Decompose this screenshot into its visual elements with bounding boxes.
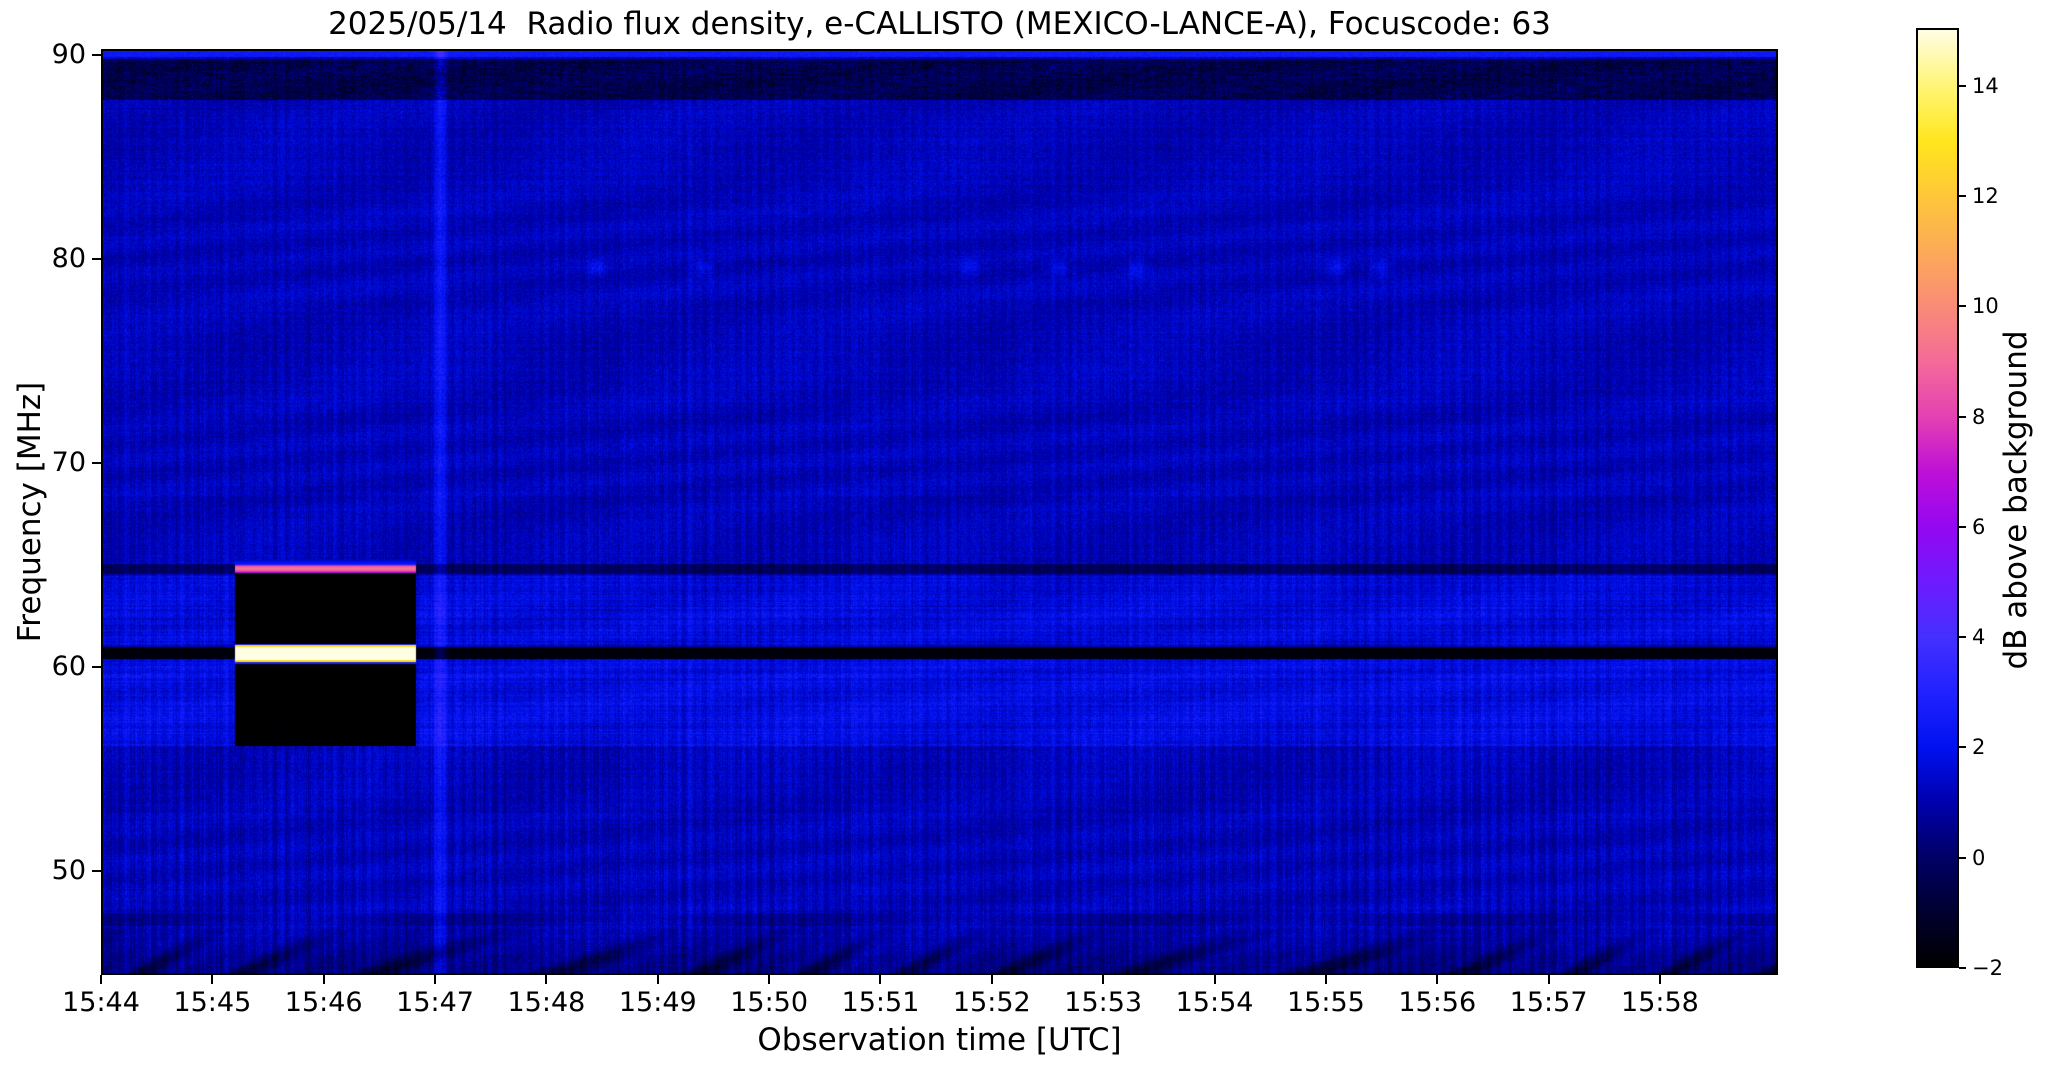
x-tick-mark bbox=[1436, 975, 1439, 984]
colorbar bbox=[1916, 28, 1959, 968]
x-tick-label: 15:46 bbox=[284, 987, 363, 1018]
y-tick-mark bbox=[92, 462, 101, 465]
colorbar-tick-label: 14 bbox=[1972, 73, 1999, 98]
x-tick-mark bbox=[434, 975, 437, 984]
x-tick-mark bbox=[322, 975, 325, 984]
x-tick-mark bbox=[990, 975, 993, 984]
colorbar-tick-mark bbox=[1959, 967, 1966, 969]
y-axis-label: Frequency [MHz] bbox=[12, 381, 48, 643]
colorbar-tick-mark bbox=[1959, 525, 1966, 528]
x-tick-mark bbox=[211, 975, 214, 984]
y-tick-label: 80 bbox=[51, 243, 86, 275]
x-tick-mark bbox=[1658, 975, 1661, 984]
x-tick-mark bbox=[100, 975, 102, 984]
x-tick-mark bbox=[545, 975, 548, 984]
x-tick-mark bbox=[1102, 975, 1105, 984]
colorbar-tick-label: 0 bbox=[1972, 845, 1986, 870]
colorbar-tick-mark bbox=[1959, 305, 1966, 308]
colorbar-tick-label: 12 bbox=[1972, 184, 1999, 209]
x-tick-mark bbox=[1547, 975, 1550, 984]
colorbar-tick-label: −2 bbox=[1972, 956, 2003, 980]
x-tick-label: 15:49 bbox=[618, 987, 697, 1018]
colorbar-tick-label: 4 bbox=[1972, 625, 1986, 650]
chart-title: 2025/05/14 Radio flux density, e-CALLIST… bbox=[328, 6, 1551, 42]
spectrogram-canvas bbox=[103, 51, 1776, 973]
x-tick-label: 15:45 bbox=[173, 987, 252, 1018]
y-tick-mark bbox=[92, 666, 101, 668]
x-tick-label: 15:48 bbox=[507, 987, 586, 1018]
y-tick-mark bbox=[92, 54, 101, 57]
x-tick-label: 15:54 bbox=[1175, 987, 1254, 1018]
y-tick-mark bbox=[92, 258, 101, 261]
colorbar-tick-label: 8 bbox=[1972, 404, 1986, 429]
plot-area bbox=[101, 49, 1778, 975]
colorbar-tick-mark bbox=[1959, 84, 1966, 87]
colorbar-tick-label: 6 bbox=[1972, 514, 1986, 539]
x-tick-label: 15:44 bbox=[62, 987, 140, 1018]
x-tick-mark bbox=[879, 975, 882, 984]
colorbar-tick-mark bbox=[1959, 856, 1966, 859]
x-tick-label: 15:58 bbox=[1621, 987, 1699, 1018]
x-tick-label: 15:56 bbox=[1398, 987, 1477, 1018]
y-tick-label: 50 bbox=[51, 854, 86, 886]
colorbar-tick-label: 2 bbox=[1972, 735, 1986, 760]
colorbar-tick-mark bbox=[1959, 636, 1966, 639]
x-tick-label: 15:55 bbox=[1286, 987, 1365, 1018]
x-tick-label: 15:47 bbox=[396, 987, 474, 1018]
colorbar-label: dB above background bbox=[1998, 330, 2034, 670]
y-tick-label: 60 bbox=[51, 651, 86, 682]
x-axis-label: Observation time [UTC] bbox=[757, 1022, 1122, 1058]
x-tick-mark bbox=[1324, 975, 1327, 984]
colorbar-tick-label: 10 bbox=[1972, 294, 1999, 319]
x-tick-label: 15:57 bbox=[1509, 987, 1588, 1018]
colorbar-tick-mark bbox=[1959, 195, 1966, 198]
x-tick-label: 15:52 bbox=[952, 987, 1031, 1018]
colorbar-tick-mark bbox=[1959, 415, 1966, 418]
x-tick-mark bbox=[768, 975, 771, 984]
y-tick-label: 90 bbox=[51, 39, 86, 71]
x-tick-mark bbox=[1213, 975, 1216, 984]
y-tick-mark bbox=[92, 869, 101, 872]
colorbar-tick-mark bbox=[1959, 746, 1966, 749]
x-tick-label: 15:51 bbox=[841, 987, 920, 1018]
x-tick-label: 15:53 bbox=[1064, 987, 1143, 1018]
x-tick-mark bbox=[656, 975, 659, 984]
x-tick-label: 15:50 bbox=[730, 987, 809, 1018]
